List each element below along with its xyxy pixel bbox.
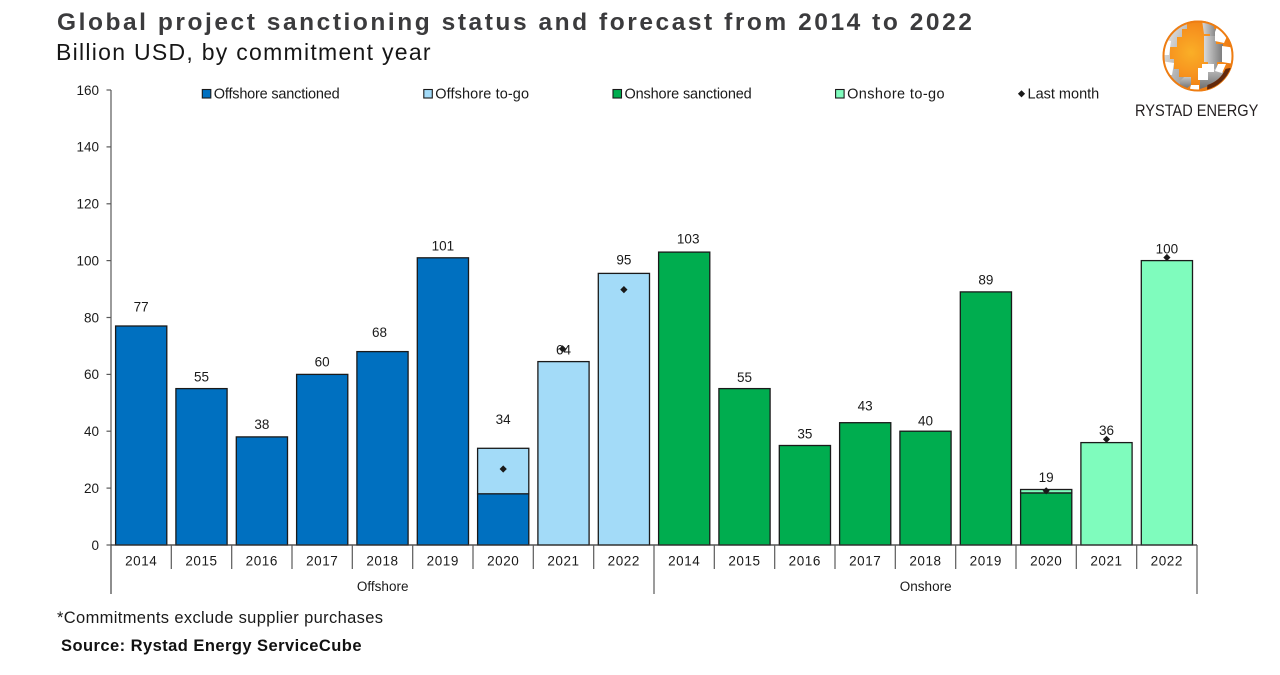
svg-text:60: 60: [84, 367, 99, 382]
svg-text:2014: 2014: [668, 554, 700, 569]
svg-text:20: 20: [84, 481, 99, 496]
svg-text:2019: 2019: [427, 554, 459, 569]
svg-text:Onshore to-go: Onshore to-go: [847, 87, 945, 103]
svg-text:89: 89: [978, 273, 993, 288]
svg-text:120: 120: [76, 197, 99, 212]
svg-text:Offshore to-go: Offshore to-go: [435, 87, 529, 103]
svg-text:Onshore: Onshore: [900, 579, 952, 594]
svg-text:2016: 2016: [789, 554, 821, 569]
svg-text:60: 60: [315, 355, 330, 370]
svg-text:55: 55: [194, 369, 209, 384]
svg-text:140: 140: [76, 140, 99, 155]
svg-text:Offshore sanctioned: Offshore sanctioned: [214, 87, 340, 103]
svg-text:2014: 2014: [125, 554, 157, 569]
svg-text:2021: 2021: [547, 554, 579, 569]
svg-text:2017: 2017: [306, 554, 338, 569]
svg-text:103: 103: [677, 232, 700, 247]
svg-text:101: 101: [432, 239, 455, 254]
svg-text:77: 77: [134, 299, 149, 314]
svg-text:2017: 2017: [849, 554, 881, 569]
svg-text:Last month: Last month: [1028, 87, 1100, 103]
svg-text:95: 95: [616, 253, 631, 268]
svg-text:100: 100: [76, 253, 99, 268]
svg-text:35: 35: [797, 426, 812, 441]
svg-text:2018: 2018: [366, 554, 398, 569]
svg-text:160: 160: [76, 83, 99, 98]
svg-text:Offshore: Offshore: [357, 579, 409, 594]
svg-text:100: 100: [1156, 242, 1179, 257]
svg-text:68: 68: [372, 325, 387, 340]
svg-text:55: 55: [737, 370, 752, 385]
svg-text:2015: 2015: [728, 554, 760, 569]
svg-text:43: 43: [858, 398, 873, 413]
svg-text:2022: 2022: [1151, 554, 1183, 569]
svg-text:2016: 2016: [246, 554, 278, 569]
svg-text:36: 36: [1099, 423, 1114, 438]
svg-text:2018: 2018: [909, 554, 941, 569]
svg-text:34: 34: [496, 412, 512, 427]
svg-text:80: 80: [84, 310, 99, 325]
svg-text:2020: 2020: [1030, 554, 1062, 569]
svg-text:2021: 2021: [1090, 554, 1122, 569]
svg-text:38: 38: [254, 417, 269, 432]
svg-text:40: 40: [84, 424, 99, 439]
svg-text:2019: 2019: [970, 554, 1002, 569]
svg-text:0: 0: [91, 538, 99, 553]
svg-text:2015: 2015: [185, 554, 217, 569]
svg-text:2022: 2022: [608, 554, 640, 569]
svg-text:19: 19: [1039, 470, 1054, 485]
svg-text:2020: 2020: [487, 554, 519, 569]
svg-text:40: 40: [918, 414, 933, 429]
svg-text:Onshore sanctioned: Onshore sanctioned: [625, 87, 752, 103]
